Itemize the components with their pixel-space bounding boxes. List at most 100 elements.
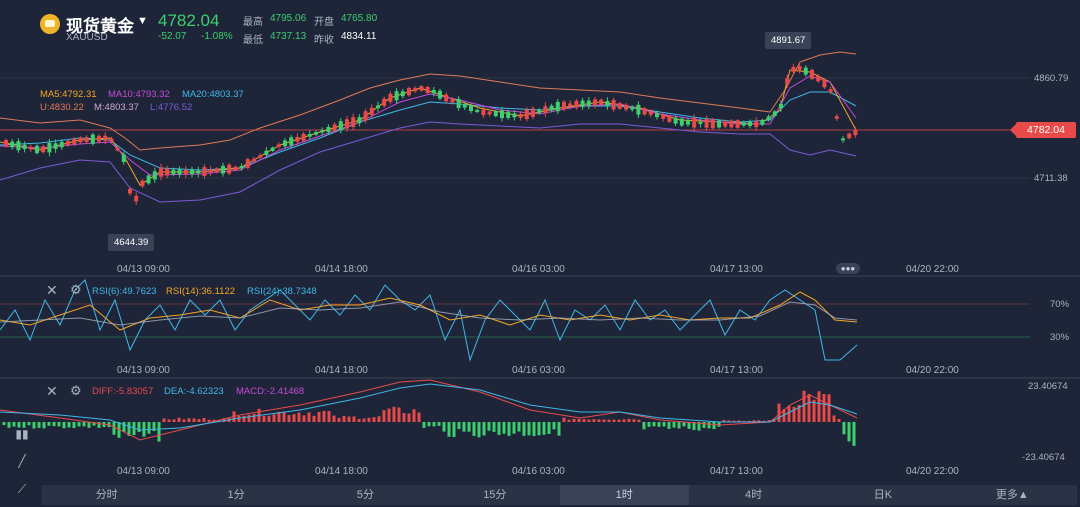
tab-5min[interactable]: 5分 (356, 489, 374, 501)
draw-tools-icon[interactable]: ⟋ (17, 482, 27, 496)
candle-body (407, 88, 411, 96)
macd-bar (592, 419, 596, 422)
candle-body (741, 122, 746, 126)
candle-body (128, 188, 132, 194)
macd-bar (37, 422, 41, 428)
close-icon[interactable]: ✕ (46, 383, 58, 399)
candle-body (754, 120, 759, 128)
candle-body (221, 165, 225, 174)
macd-bar (267, 415, 271, 422)
macd-bar (712, 422, 716, 430)
macd-bar (272, 414, 276, 422)
candle-body (624, 104, 628, 110)
tab-4hour[interactable]: 4时 (745, 489, 763, 501)
candle-body (710, 118, 715, 129)
macd-bar (282, 411, 286, 422)
candle-body (177, 169, 182, 175)
tab-timeshare[interactable]: 分时 (95, 489, 118, 501)
macd-bar (12, 422, 16, 427)
candle-body (59, 141, 64, 148)
indicator-tool-icon[interactable]: ▮▮ (15, 427, 29, 441)
candle-body (679, 118, 684, 126)
macd-bar (662, 422, 666, 427)
close-icon[interactable]: ✕ (46, 282, 58, 298)
tab-15min[interactable]: 15分 (483, 489, 507, 501)
instrument-name[interactable]: 现货黄金 (66, 17, 134, 36)
candle-body (400, 91, 405, 97)
candle-body (214, 168, 219, 173)
gear-icon[interactable]: ⚙ (70, 282, 82, 297)
macd-bar (252, 413, 256, 422)
candle-body (438, 90, 442, 99)
candle-body (301, 133, 306, 141)
macd-bar (797, 404, 801, 422)
macd-bar (32, 422, 36, 429)
macd-bar (97, 422, 101, 428)
macd-bar (422, 422, 426, 428)
macd-bar (587, 419, 591, 422)
macd-bar (337, 417, 341, 422)
macd-bar (287, 415, 291, 422)
time-label: 04/13 09:00 (117, 264, 170, 275)
macd-bar (792, 406, 796, 422)
macd-bar (682, 422, 686, 427)
tab-daily[interactable]: 日K (873, 489, 893, 501)
candle-body (450, 99, 455, 103)
candle-body (97, 135, 101, 142)
macd-bar (447, 422, 451, 437)
instrument-symbol: XAUUSD (66, 32, 108, 43)
draw-line-icon[interactable]: ╱ (18, 454, 26, 468)
candle-body (47, 142, 52, 153)
gear-icon[interactable]: ⚙ (70, 383, 82, 398)
candle-body (338, 121, 343, 131)
boll-mid-value: M:4803.37 (94, 102, 139, 113)
candle-body (140, 180, 145, 187)
macd-bar (217, 419, 221, 422)
macd-bar (467, 422, 471, 432)
macd-bar (502, 422, 506, 434)
candle-body (605, 100, 610, 106)
macd-bar (632, 419, 636, 422)
candle-body (611, 100, 616, 110)
macd-bar (562, 417, 566, 422)
rsi-upper-label: 70% (1050, 299, 1070, 310)
macd-bar (362, 418, 366, 422)
macd-bar (622, 419, 626, 422)
candle-body (363, 111, 368, 121)
macd-bar (357, 418, 361, 422)
macd-bar (277, 411, 281, 422)
macd-diff-value: DIFF:-5.83057 (92, 386, 154, 397)
current-price-badge: 4782.04 (1010, 122, 1076, 138)
macd-bar (697, 422, 701, 431)
macd-bar (367, 417, 371, 422)
macd-bar (182, 419, 186, 422)
candle-body (847, 133, 852, 139)
macd-bar (852, 422, 856, 446)
macd-bar (687, 422, 691, 429)
candle-body (518, 113, 523, 118)
macd-bar (522, 422, 526, 436)
chevron-down-icon[interactable]: ▼ (137, 15, 148, 27)
candle-body (735, 120, 740, 128)
tab-more[interactable]: 更多▲ (995, 489, 1029, 501)
more-dots-icon[interactable]: ●●● (836, 263, 860, 274)
candle-body (785, 78, 790, 85)
macd-bar (617, 419, 621, 422)
macd-bar (77, 422, 81, 427)
tab-1hour[interactable]: 1时 (559, 485, 689, 505)
candle-body (493, 111, 498, 117)
candle-body (351, 117, 356, 127)
boll-upper-line (0, 51, 857, 151)
macd-bar (717, 422, 721, 427)
macd-bar (482, 422, 486, 436)
macd-bar (307, 412, 311, 422)
candle-body (810, 69, 814, 79)
tab-1min[interactable]: 1分 (227, 489, 245, 501)
candle-body (382, 98, 387, 106)
price-change-percent: -1.08% (201, 31, 233, 42)
macd-bar (607, 419, 611, 422)
macd-bar (207, 419, 211, 422)
rsi24-line (0, 301, 858, 326)
candle-body (568, 103, 573, 107)
